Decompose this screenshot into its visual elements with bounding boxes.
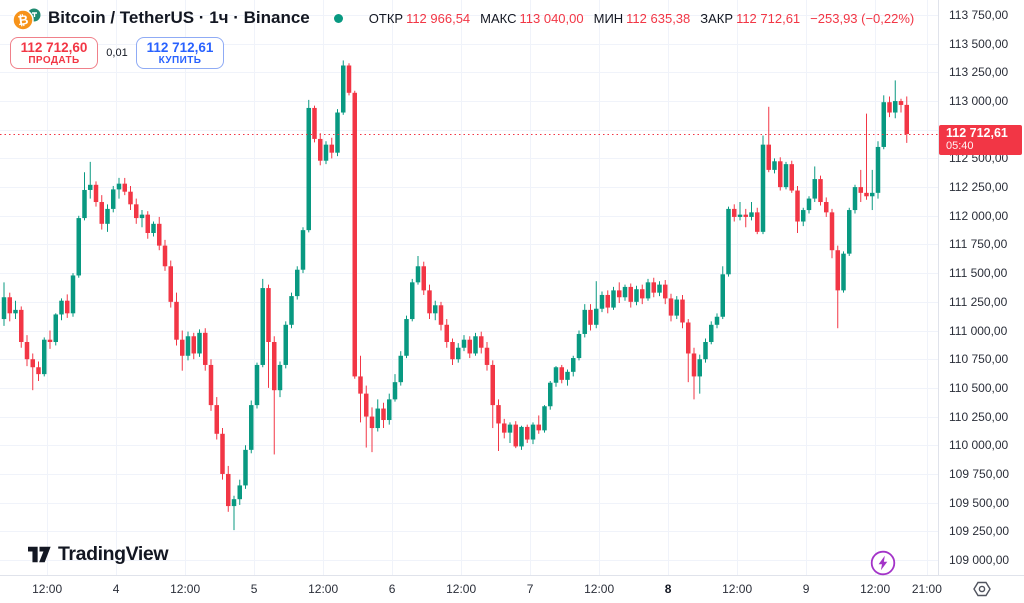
change-value: −253,93 (−0,22%) [810, 10, 915, 26]
price-axis-label: 110 250,00 [949, 409, 1009, 424]
scale-settings-icon[interactable] [970, 578, 994, 600]
spread-value: 0,01 [106, 47, 128, 59]
price-axis-label: 111 250,00 [949, 294, 1008, 309]
time-axis-label: 9 [802, 582, 810, 596]
price-axis-label: 113 000,00 [949, 94, 1009, 109]
time-scale[interactable]: 12:00 4 12:00 5 12:00 6 12:00 7 12:00 8 12:00 9 12:0… [0, 575, 1024, 603]
price-axis-label: 112 250,00 [949, 180, 1009, 195]
market-status-icon[interactable] [333, 13, 343, 23]
price-axis-label: 109 000,00 [949, 553, 1010, 567]
buy-label: КУПИТЬ [158, 55, 202, 66]
time-axis-label: 12:00 [860, 582, 891, 596]
price-axis-label: 111 500,00 [949, 266, 1008, 281]
price-axis-label: 110 750,00 [949, 352, 1009, 367]
price-axis-label: 110 000,00 [949, 438, 1009, 453]
price-axis-label: 113 750,00 [949, 8, 1009, 22]
high-label: МАКС [480, 10, 517, 26]
price-axis-label: 111 750,00 [949, 237, 1008, 252]
ohlc-legend: ОТКР 112 966,54 МАКС 113 040,00 МИН 112 … [369, 11, 914, 26]
close-label: ЗАКР [700, 10, 734, 26]
tradingview-logo-icon [28, 546, 51, 563]
sell-button[interactable]: 112 712,60 ПРОДАТЬ [10, 37, 98, 69]
sell-label: ПРОДАТЬ [28, 55, 80, 66]
open-value: 112 966,54 [406, 10, 471, 26]
time-axis-label: 8 [664, 582, 672, 596]
candle-countdown: 05:40 [946, 140, 974, 153]
lightning-icon[interactable] [869, 549, 897, 577]
last-price-value: 112 712,61 [946, 126, 1008, 141]
time-axis-label: 12:00 [722, 582, 753, 596]
time-axis-label: 5 [250, 582, 258, 596]
buy-button[interactable]: 112 712,61 КУПИТЬ [136, 37, 224, 69]
time-axis-label: 6 [388, 582, 396, 596]
time-axis-label: 12:00 [170, 582, 201, 596]
low-label: МИН [593, 10, 624, 26]
time-axis-label: 12:00 [584, 582, 615, 596]
tradingview-wordmark: TradingView [58, 543, 169, 565]
sell-price: 112 712,60 [20, 40, 88, 55]
time-axis-label: 4 [112, 582, 120, 596]
time-axis-label: 12:00 [32, 582, 63, 596]
open-label: ОТКР [368, 10, 404, 26]
time-axis-label: 12:00 [308, 582, 339, 596]
price-scale[interactable]: 113 750,00 113 500,00 113 250,00 113 000,00… [938, 0, 1024, 575]
chart-canvas[interactable] [0, 0, 938, 575]
symbol-pair-logos: ₿ [8, 5, 44, 31]
price-axis-label: 113 250,00 [949, 65, 1009, 80]
price-axis-label: 110 500,00 [949, 380, 1009, 395]
price-axis-label: 112 000,00 [949, 208, 1009, 223]
svg-text:₿: ₿ [17, 12, 30, 28]
time-axis-label: 21:00 [911, 582, 942, 596]
time-axis-label: 12:00 [446, 582, 477, 596]
tradingview-attribution[interactable]: TradingView [28, 543, 169, 566]
price-axis-label: 109 500,00 [949, 495, 1010, 510]
price-axis-label: 109 250,00 [949, 524, 1010, 539]
buy-price: 112 712,61 [146, 40, 214, 55]
high-value: 113 040,00 [519, 10, 584, 26]
close-value: 112 712,61 [736, 10, 801, 26]
last-price-badge: 112 712,61 05:40 [939, 125, 1022, 156]
time-axis-label: 7 [526, 582, 534, 596]
price-axis-label: 113 500,00 [949, 36, 1009, 51]
symbol-title[interactable]: Bitcoin / TetherUS · 1ч · Binance [48, 8, 310, 27]
btc-usdt-pair-icon: ₿ [12, 8, 41, 31]
btc-logo-icon [12, 9, 34, 31]
chart-header: ₿ Bitcoin / TetherUS · 1ч · Binance ОТКР… [8, 6, 914, 69]
price-axis-label: 111 000,00 [949, 323, 1008, 338]
low-value: 112 635,38 [626, 10, 691, 26]
price-axis-label: 109 750,00 [949, 466, 1010, 481]
